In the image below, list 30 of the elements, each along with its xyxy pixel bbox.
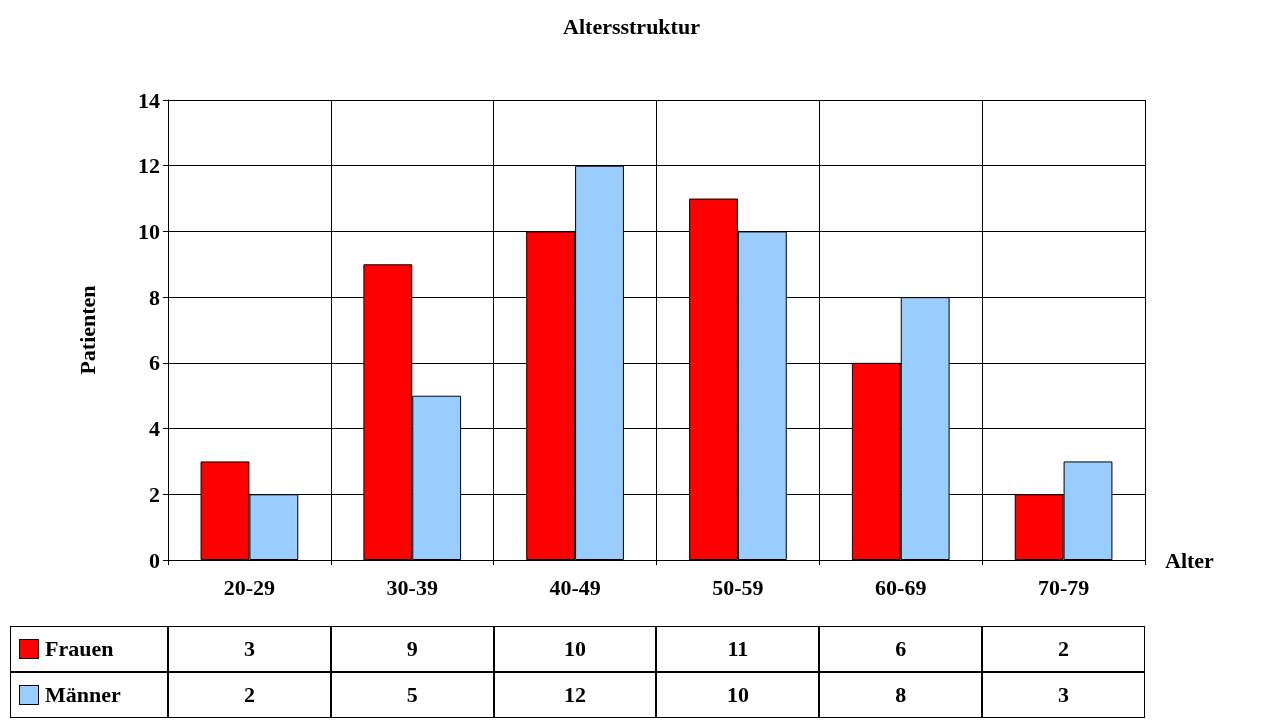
data-label: 9 [330, 626, 494, 672]
data-label: 10 [656, 672, 820, 718]
y-tick-label: 10 [138, 218, 160, 244]
legend-label: Männer [45, 682, 121, 708]
y-tick-label: 6 [149, 350, 160, 376]
y-tick-label: 0 [149, 547, 160, 573]
x-tick-label: 40-49 [549, 574, 601, 600]
data-label: 5 [330, 672, 494, 718]
legend-label: Frauen [45, 636, 114, 662]
data-label: 3 [982, 672, 1145, 718]
chart-title: Altersstruktur [563, 13, 701, 39]
data-label: 10 [493, 626, 657, 672]
data-label: 12 [493, 672, 657, 718]
data-label: 11 [656, 626, 820, 672]
x-axis-title: Alter [1165, 547, 1215, 573]
y-tick-label: 2 [149, 481, 160, 507]
y-tick-label: 4 [149, 416, 160, 442]
y-tick-label: 12 [138, 153, 160, 179]
y-tick-label: 8 [149, 284, 160, 310]
data-label: 6 [819, 626, 983, 672]
y-tick-label: 14 [138, 87, 160, 113]
x-tick-label: 60-69 [875, 574, 927, 600]
x-tick-label: 30-39 [386, 574, 438, 600]
x-tick-label: 20-29 [223, 574, 276, 600]
data-label: 3 [168, 626, 331, 672]
data-label: 8 [819, 672, 983, 718]
x-tick-label: 70-79 [1037, 574, 1090, 600]
x-tick-label: 50-59 [712, 574, 764, 600]
y-axis-title: Patienten [74, 285, 100, 375]
data-label: 2 [982, 626, 1145, 672]
